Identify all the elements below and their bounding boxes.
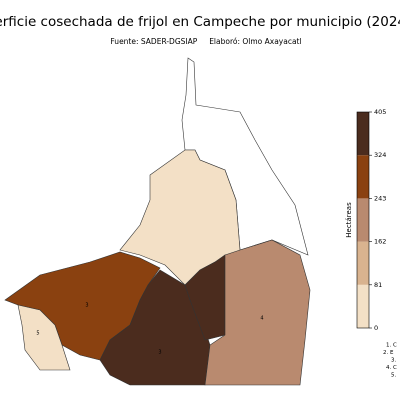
municipality-note: 3.: [391, 358, 396, 364]
colorbar-tick-label: 0: [374, 324, 378, 332]
municipality: [17, 304, 71, 371]
municipality-label: 5: [36, 331, 39, 337]
colorbar-bin: [357, 284, 369, 328]
municipality: [204, 239, 311, 386]
municipality-note: 2. E: [383, 350, 394, 356]
municipality-label: 4: [260, 316, 263, 322]
colorbar-tick-label: 162: [374, 238, 386, 246]
colorbar-label: Hectáreas: [345, 202, 353, 238]
municipality-label: 3: [158, 350, 161, 356]
map-subtitle: Fuente: SADER-DGSIAP Elaboró: Olmo Axaya…: [110, 37, 301, 46]
colorbar-tick-label: 243: [374, 194, 386, 202]
colorbar-tick-label: 81: [374, 281, 382, 289]
colorbar-bin: [357, 241, 369, 285]
municipality-note: 5.: [391, 373, 396, 379]
colorbar-bin: [357, 198, 369, 242]
colorbar-tick-label: 324: [374, 151, 386, 159]
map-title: Superficie cosechada de frijol en Campec…: [0, 14, 400, 30]
municipality-note: 1. C: [386, 343, 397, 349]
municipality-label: 3: [85, 303, 88, 309]
colorbar-bin: [357, 155, 369, 199]
colorbar-bin: [357, 112, 369, 156]
colorbar-frame: [356, 111, 370, 329]
colorbar-tick-label: 405: [374, 108, 386, 116]
municipality-note: 4. C: [386, 365, 397, 371]
